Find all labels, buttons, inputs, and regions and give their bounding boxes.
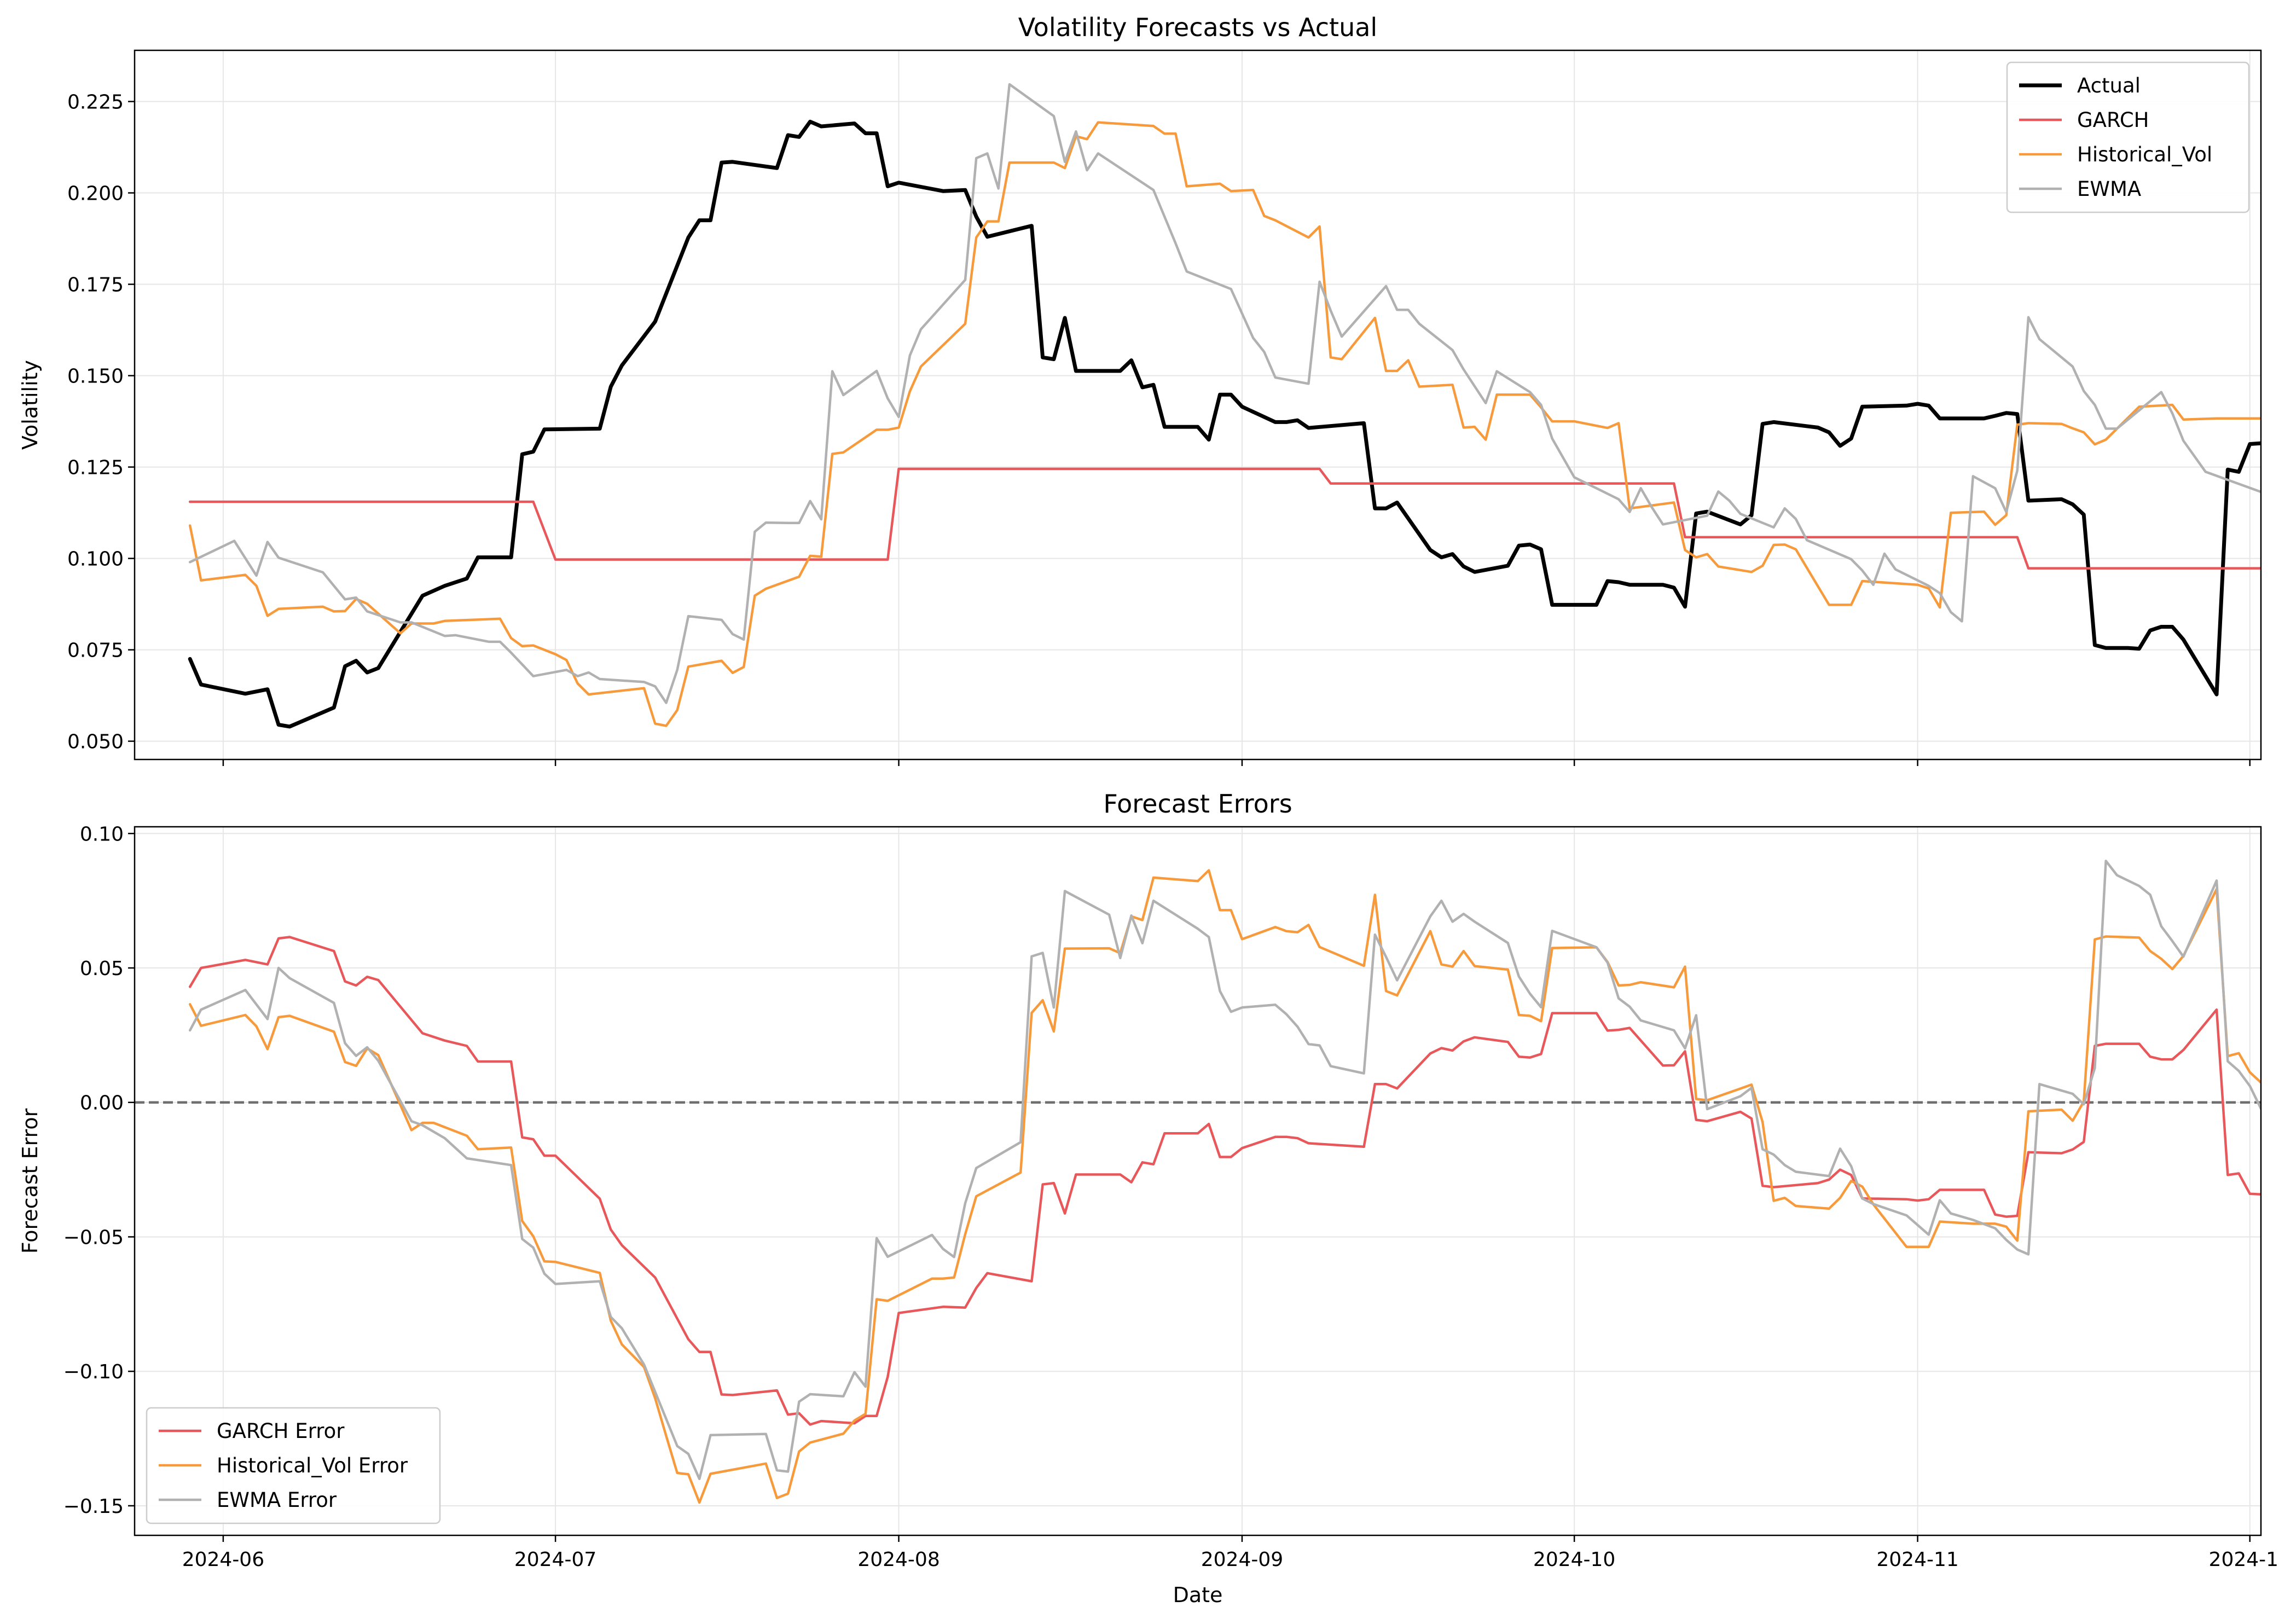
legend-label: Actual [2077,74,2141,97]
y-tick-label: 0.10 [80,823,124,845]
y-axis-title: Forecast Error [18,1108,42,1254]
plot-frame [134,826,2262,1536]
panel-volatility: 0.050 0.075 0.100 0.125 0.150 0.175 0.200 0.225… [18,13,2262,766]
x-tick-label: 2024-08 [857,1548,940,1571]
plot-frame [134,49,2262,761]
x-tick-label: 2024-07 [514,1548,596,1571]
legend-label: Historical_Vol [2077,143,2212,166]
legend-label: EWMA [2077,177,2141,201]
x-tick-label: 2024-11 [1876,1548,1958,1571]
legend: Actual GARCH Historical_Vol EWMA [2006,61,2250,213]
series-line-garch-error [188,936,2261,1426]
legend-label: GARCH [2077,108,2149,132]
x-tick-label: 2024-09 [1201,1548,1283,1571]
y-tick-label: −0.05 [63,1226,124,1249]
y-tick-label: 0.175 [67,274,124,297]
legend: GARCH Error Historical_Vol Error EWMA Erro… [146,1407,441,1524]
x-axis-title: Date [1173,1583,1223,1607]
y-tick-label: 0.05 [80,958,124,980]
y-tick-label: 0.00 [80,1092,124,1115]
y-tick-label: 0.075 [67,640,124,662]
y-tick-label: −0.15 [63,1495,124,1518]
chart-title: Forecast Errors [1103,789,1292,819]
x-tick-label: 2024-12 [2209,1548,2279,1571]
y-tick-label: 0.125 [67,457,124,479]
y-tick-label: 0.100 [67,548,124,571]
y-tick-label: 0.050 [67,731,124,753]
y-tick-label: 0.150 [67,366,124,388]
series-line-historical-vol-error [188,869,2261,1504]
x-tick-label: 2024-06 [182,1548,264,1571]
y-tick-label: 0.200 [67,183,124,205]
legend-label: GARCH Error [217,1419,345,1443]
series-line-actual [188,119,2261,729]
y-axis-title: Volatility [18,360,42,450]
x-tick-label: 2024-10 [1533,1548,1615,1571]
legend-label: Historical_Vol Error [217,1454,408,1477]
series-line-ewma-error [188,860,2261,1481]
y-tick-label: 0.225 [67,91,124,114]
series-line-garch [188,467,2261,570]
panel-errors: 2024-06 2024-07 2024-08 2024-09 2024-10 2024-… [18,789,2279,1607]
series-line-ewma [188,83,2261,704]
chart-title: Volatility Forecasts vs Actual [1018,13,1377,42]
legend-label: EWMA Error [217,1488,337,1512]
y-tick-label: −0.10 [63,1361,124,1383]
legend-box [2006,61,2250,213]
legend-box [146,1407,441,1524]
series-line-historical-vol [188,121,2261,727]
